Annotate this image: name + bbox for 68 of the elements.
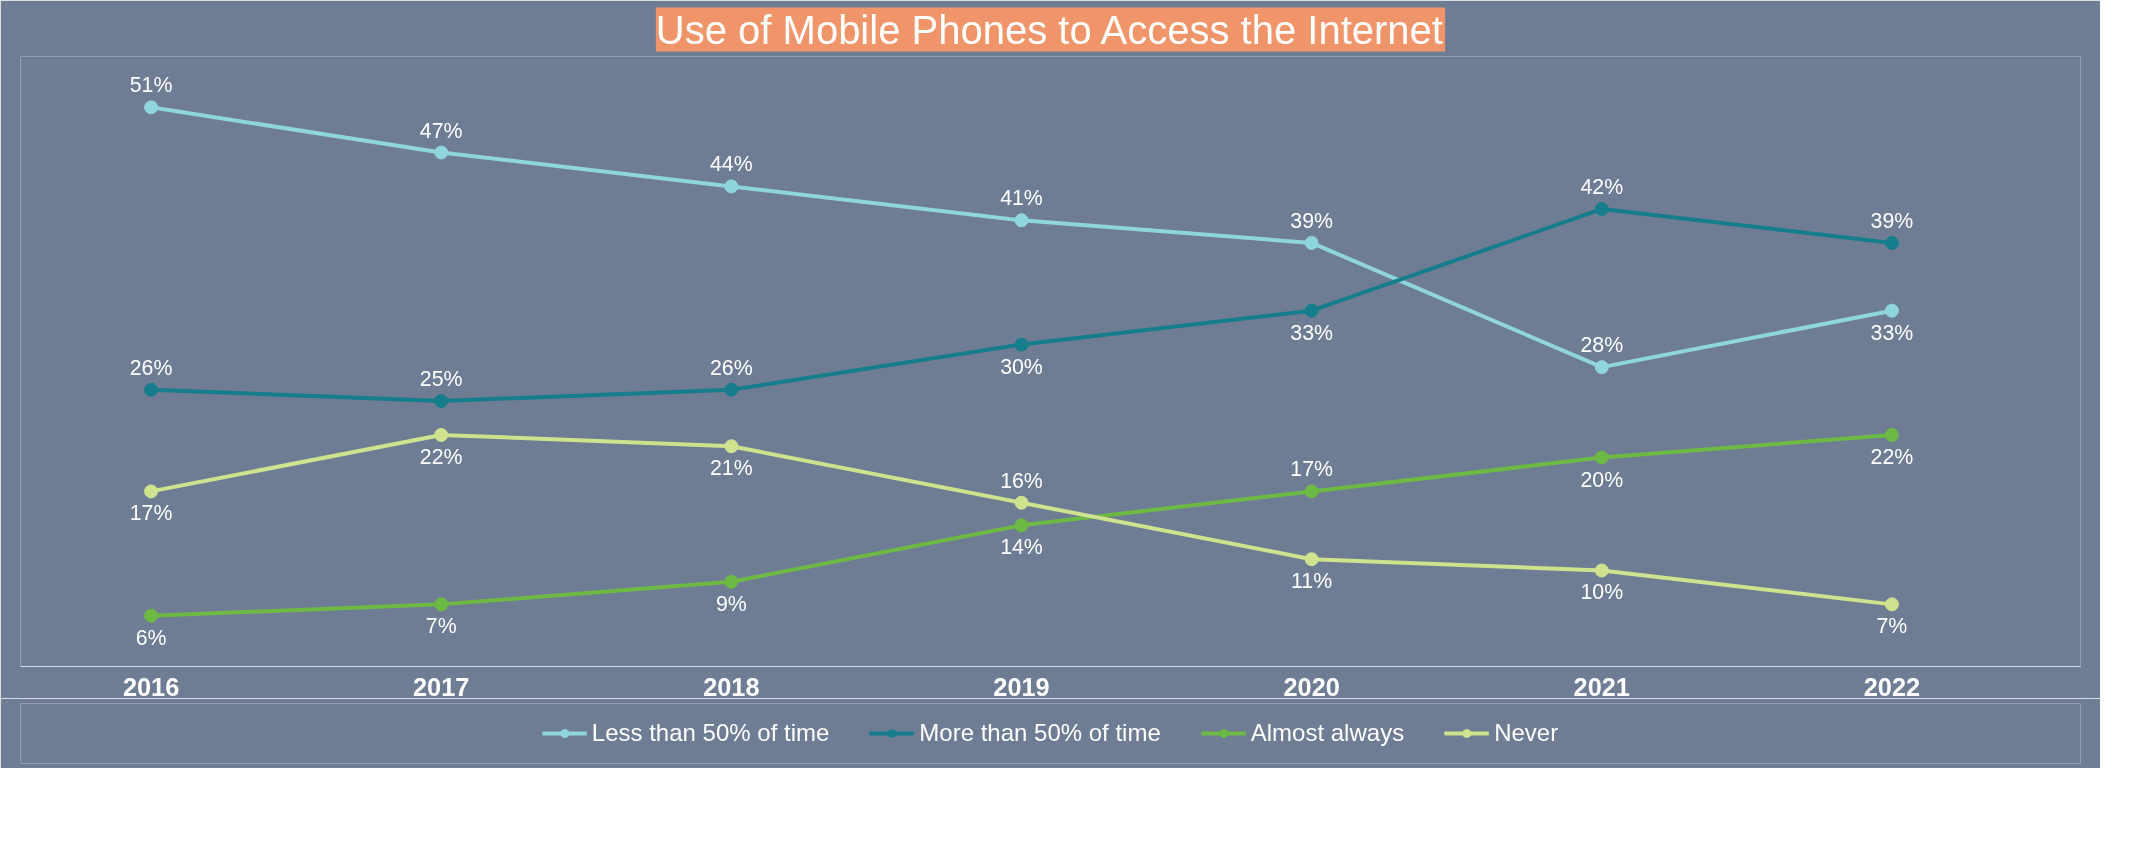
point xyxy=(1594,450,1609,465)
data-label: 10% xyxy=(1580,580,1624,605)
data-label: 20% xyxy=(1580,467,1624,492)
x-tick-label: 2017 xyxy=(413,672,470,701)
data-label: 9% xyxy=(715,591,747,616)
point xyxy=(1304,235,1319,250)
data-label: 22% xyxy=(419,444,463,469)
point xyxy=(1014,495,1029,510)
point xyxy=(1884,597,1899,612)
point xyxy=(144,100,159,115)
data-label: 17% xyxy=(1290,457,1334,482)
x-tick-label: 2016 xyxy=(122,672,180,701)
point xyxy=(144,484,159,499)
chart-title: Use of Mobile Phones to Access the Internet xyxy=(655,7,1443,52)
point xyxy=(1014,213,1029,228)
data-label: 39% xyxy=(1290,208,1334,233)
point xyxy=(1594,202,1609,216)
legend-label: Almost always xyxy=(1250,719,1405,747)
point xyxy=(1884,427,1899,442)
point xyxy=(144,608,159,623)
point xyxy=(724,574,739,589)
point xyxy=(1304,552,1319,567)
data-label: 7% xyxy=(425,614,457,639)
point xyxy=(1884,303,1899,318)
data-label: 30% xyxy=(1000,354,1043,379)
point xyxy=(1304,484,1319,499)
data-label: 6% xyxy=(135,625,167,650)
point xyxy=(434,597,449,612)
data-label: 41% xyxy=(1000,186,1043,211)
data-label: 28% xyxy=(1580,333,1624,358)
point xyxy=(1884,235,1899,250)
point xyxy=(724,439,739,454)
data-label: 42% xyxy=(1580,175,1624,199)
x-tick-label: 2021 xyxy=(1573,672,1630,701)
x-tick-label: 2022 xyxy=(1863,672,1921,701)
data-label: 44% xyxy=(710,152,753,177)
point xyxy=(724,382,739,397)
legend-label: More than 50% of time xyxy=(919,719,1161,747)
data-label: 21% xyxy=(710,456,753,481)
point xyxy=(1304,303,1319,318)
data-label: 33% xyxy=(1290,320,1334,345)
point xyxy=(1014,518,1029,533)
point xyxy=(144,382,159,397)
data-label: 39% xyxy=(1870,208,1914,233)
point xyxy=(434,145,449,160)
data-label: 22% xyxy=(1870,444,1914,469)
legend-label: Less than 50% of time xyxy=(591,719,830,747)
point xyxy=(434,394,449,409)
data-label: 16% xyxy=(1000,468,1043,493)
data-label: 17% xyxy=(129,501,173,526)
data-label: 14% xyxy=(1000,535,1043,560)
legend-label: Never xyxy=(1494,719,1559,747)
point xyxy=(724,179,739,194)
data-label: 26% xyxy=(129,355,173,380)
data-label: 26% xyxy=(710,355,753,380)
data-label: 25% xyxy=(419,367,463,392)
data-label: 33% xyxy=(1870,320,1914,345)
data-label: 51% xyxy=(129,73,173,98)
x-tick-label: 2019 xyxy=(993,672,1050,701)
x-tick-label: 2018 xyxy=(703,672,760,701)
point xyxy=(1594,563,1609,578)
data-label: 7% xyxy=(1876,614,1908,639)
point xyxy=(434,427,449,442)
data-label: 47% xyxy=(419,118,463,143)
data-label: 11% xyxy=(1291,569,1333,594)
point xyxy=(1014,337,1029,352)
x-tick-label: 2020 xyxy=(1283,672,1340,701)
point xyxy=(1594,360,1609,375)
